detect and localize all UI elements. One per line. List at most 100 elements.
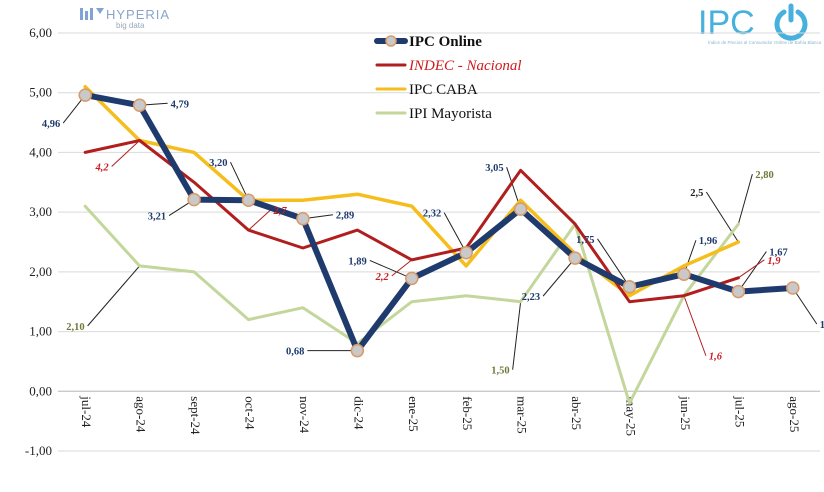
label-leader — [391, 259, 413, 277]
y-axis: -1,00 0,00 1,00 2,00 3,00 4,00 5,00 6,00 — [25, 25, 52, 458]
label-leader — [87, 265, 141, 327]
label-leader — [597, 238, 630, 288]
data-label: 2,23 — [522, 292, 540, 303]
label-leader — [443, 212, 467, 253]
ipc-online-point — [78, 88, 92, 102]
ipc-online-point — [187, 192, 201, 207]
y-tick-label: 0,00 — [29, 383, 52, 398]
data-label: 4,79 — [171, 99, 189, 110]
data-label: 1,96 — [699, 236, 717, 247]
ipco-logo: IPC Índice de Precios al Consumidor Onli… — [698, 3, 822, 45]
label-leader — [369, 259, 412, 279]
x-tick-label: may-25 — [624, 396, 639, 436]
x-tick-label: ago-24 — [134, 396, 149, 433]
ipc-online-point — [513, 202, 528, 216]
y-tick-label: 2,00 — [29, 264, 52, 279]
data-label: 1,89 — [348, 256, 366, 267]
ipc-online-point — [405, 271, 419, 286]
data-label: 2,32 — [423, 209, 441, 220]
y-tick-label: -1,00 — [25, 443, 52, 458]
x-tick-label: jun-25 — [678, 395, 693, 430]
legend-label-indec: INDEC - Nacional — [408, 58, 522, 74]
label-leader — [542, 257, 576, 297]
data-label: 2,2 — [375, 272, 390, 283]
label-leader — [792, 287, 818, 325]
x-axis: jul-24 ago-24 sept-24 oct-24 nov-24 dic-24 ene… — [58, 390, 820, 436]
data-label: 4,2 — [95, 162, 110, 173]
data-label: 1,73 — [820, 320, 824, 331]
label-leader-lines — [62, 94, 818, 370]
x-tick-label: mar-25 — [515, 396, 530, 433]
label-leader — [683, 295, 707, 356]
data-label: 2,89 — [336, 211, 354, 222]
power-icon — [774, 3, 808, 41]
legend-label-ipc_online: IPC Online — [409, 34, 482, 50]
x-tick-label: oct-24 — [243, 396, 258, 430]
legend-label-ipi: IPI Mayorista — [409, 106, 492, 122]
data-label: 4,96 — [42, 119, 60, 130]
data-label: 2,80 — [755, 170, 773, 181]
series-lines — [82, 84, 796, 405]
data-label: 3,05 — [485, 163, 503, 174]
hyperia-logo-name: HYPERIA — [106, 7, 170, 22]
x-tick-label: ago-25 — [787, 396, 802, 432]
legend-label-caba: IPC CABA — [409, 82, 478, 98]
y-tick-label: 6,00 — [29, 25, 52, 40]
series-line-caba — [83, 84, 741, 298]
hyperia-logo-tagline: big data — [116, 21, 145, 30]
hyperia-logo: HYPERIA big data — [80, 7, 170, 30]
series-line-ipc_online — [82, 92, 796, 354]
data-label: 1,50 — [491, 366, 509, 377]
y-tick-label: 5,00 — [29, 85, 52, 100]
x-tick-label: sept-24 — [188, 396, 203, 435]
data-label: 1,6 — [709, 352, 723, 363]
y-tick-label: 4,00 — [29, 144, 52, 159]
ipc-online-point — [350, 343, 365, 358]
label-leader — [512, 301, 522, 370]
data-labels: 4,96 4,79 3,21 3,20 2,89 0,68 1,89 2,32 3,05 2,23… — [42, 99, 824, 376]
series-line-ipi — [83, 204, 740, 405]
ipc-online-point — [241, 193, 256, 207]
x-tick-label: jul-25 — [732, 395, 747, 427]
label-leader — [737, 173, 753, 225]
label-leader — [705, 191, 739, 243]
data-label: 1,9 — [767, 256, 781, 267]
x-tick-label: dic-24 — [351, 396, 366, 430]
ipc-online-point — [622, 280, 637, 294]
data-label: 2,7 — [273, 206, 288, 217]
label-leader — [737, 251, 767, 292]
y-tick-label: 1,00 — [29, 324, 52, 339]
legend-marker — [385, 35, 397, 47]
label-leader — [738, 259, 765, 279]
label-leader — [230, 161, 249, 201]
x-tick-label: jul-24 — [79, 395, 94, 428]
data-label: 2,5 — [690, 188, 703, 199]
data-label: 0,68 — [286, 347, 304, 358]
x-tick-label: abr-25 — [569, 396, 584, 430]
legend: IPC Online INDEC - Nacional IPC CABA IPI Ma… — [374, 34, 522, 122]
data-label: 3,20 — [209, 158, 227, 169]
label-leader — [248, 209, 271, 231]
ipc-online-point — [459, 245, 473, 260]
x-tick-label: ene-25 — [406, 396, 421, 431]
ipc-online-point — [731, 284, 746, 299]
x-tick-label: feb-25 — [460, 396, 475, 430]
ipco-logo-text: IPC — [698, 4, 755, 42]
data-label: 1,75 — [576, 235, 594, 246]
ipc-online-point — [132, 98, 147, 113]
ipc-online-point — [296, 211, 310, 226]
ipc-online-point — [786, 281, 800, 295]
label-leader — [111, 140, 140, 167]
ipc-online-markers — [78, 88, 800, 358]
data-label: 3,21 — [148, 212, 166, 223]
data-label: 2,10 — [66, 322, 84, 333]
hyperia-mark-icon — [80, 8, 104, 20]
y-tick-label: 3,00 — [29, 204, 52, 219]
x-tick-label: nov-24 — [297, 396, 312, 433]
data-label: 1,67 — [769, 248, 787, 259]
ipc-online-point — [677, 267, 691, 281]
ipco-logo-tagline: Índice de Precios al Consumidor Online d… — [708, 39, 822, 45]
ipc-online-point — [568, 251, 582, 265]
series-line-indec — [83, 139, 740, 304]
